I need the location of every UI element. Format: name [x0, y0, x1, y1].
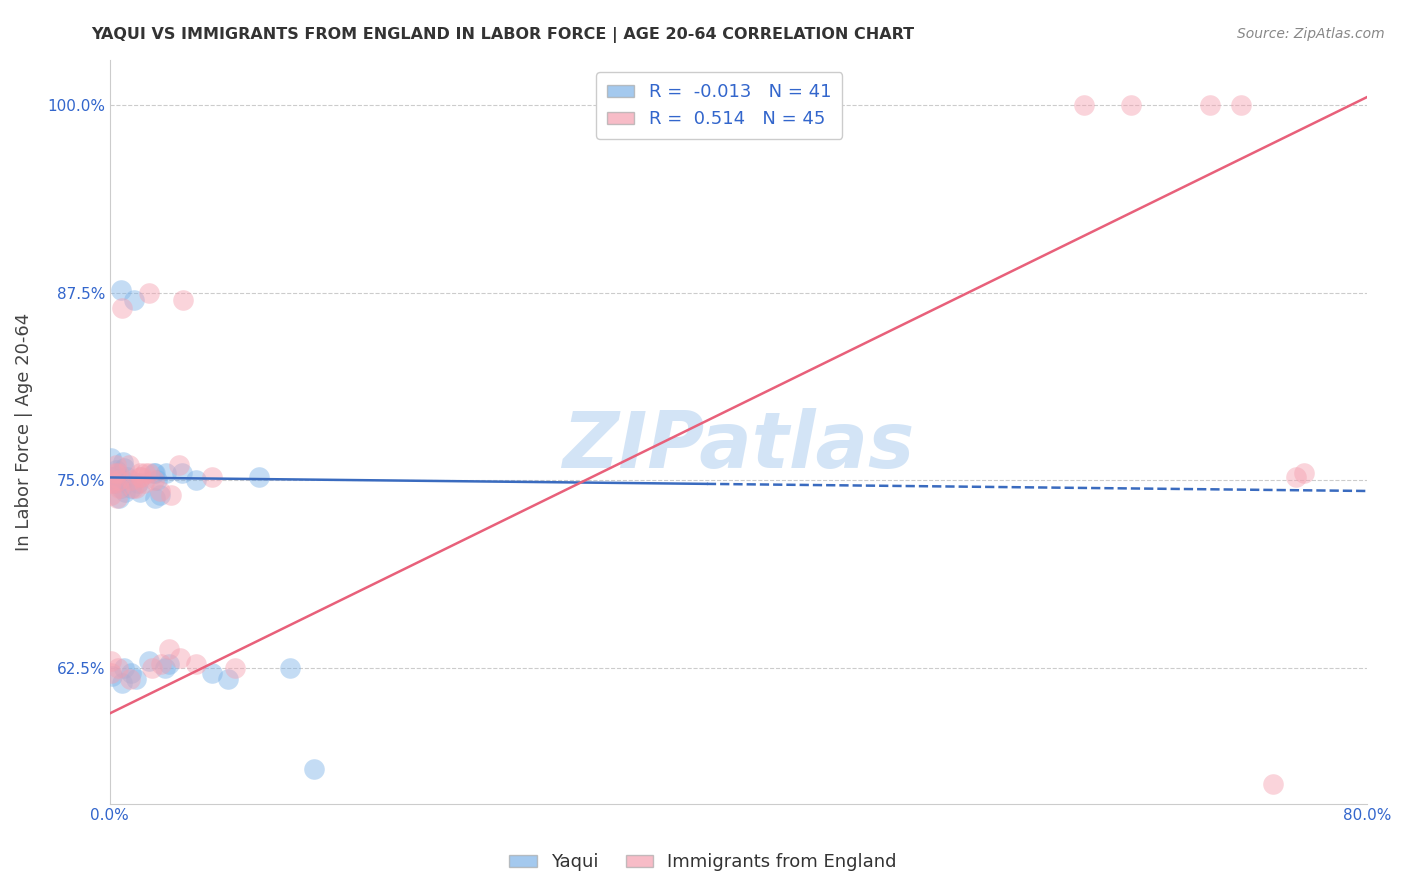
Point — [247, 470, 270, 484]
Point — [138, 466, 160, 480]
Point — [143, 466, 166, 480]
Point — [159, 641, 181, 656]
Point — [129, 470, 152, 484]
Point — [115, 470, 138, 484]
Point — [142, 466, 165, 480]
Point — [122, 481, 145, 495]
Point — [146, 474, 169, 488]
Point — [159, 488, 181, 502]
Point — [114, 485, 136, 500]
Point — [201, 470, 224, 484]
Point — [138, 654, 160, 668]
Point — [100, 474, 122, 488]
Point — [105, 491, 128, 506]
Point — [105, 469, 128, 483]
Point — [111, 676, 134, 690]
Point — [100, 470, 122, 484]
Point — [112, 661, 135, 675]
Point — [100, 665, 122, 680]
Point — [1292, 466, 1315, 480]
Point — [1198, 97, 1220, 112]
Text: ZIPatlas: ZIPatlas — [562, 409, 914, 484]
Point — [172, 293, 194, 307]
Point — [170, 466, 193, 480]
Point — [104, 466, 127, 480]
Point — [141, 661, 163, 675]
Text: Source: ZipAtlas.com: Source: ZipAtlas.com — [1237, 27, 1385, 41]
Point — [143, 491, 166, 506]
Point — [122, 293, 145, 307]
Point — [302, 762, 325, 776]
Point — [118, 672, 141, 686]
Point — [169, 650, 191, 665]
Point — [107, 466, 129, 480]
Point — [125, 481, 148, 495]
Legend: Yaqui, Immigrants from England: Yaqui, Immigrants from England — [502, 847, 904, 879]
Point — [127, 476, 149, 491]
Point — [100, 450, 122, 465]
Point — [1261, 777, 1284, 791]
Point — [129, 470, 152, 484]
Point — [112, 461, 135, 475]
Point — [186, 657, 208, 671]
Point — [142, 474, 165, 488]
Text: YAQUI VS IMMIGRANTS FROM ENGLAND IN LABOR FORCE | AGE 20-64 CORRELATION CHART: YAQUI VS IMMIGRANTS FROM ENGLAND IN LABO… — [91, 27, 914, 43]
Point — [118, 458, 141, 473]
Point — [217, 672, 239, 686]
Point — [111, 301, 134, 315]
Point — [167, 458, 190, 473]
Point — [101, 669, 124, 683]
Point — [149, 657, 172, 671]
Point — [104, 458, 127, 473]
Point — [125, 672, 148, 686]
Point — [1119, 97, 1142, 112]
Point — [107, 491, 129, 506]
Point — [111, 474, 134, 488]
Point — [149, 488, 172, 502]
Point — [120, 665, 142, 680]
Point — [104, 463, 127, 477]
Point — [110, 481, 132, 495]
Point — [280, 661, 302, 675]
Point — [107, 661, 129, 675]
Point — [108, 481, 131, 495]
Point — [100, 474, 122, 488]
Point — [104, 476, 127, 491]
Point — [103, 476, 125, 491]
Point — [201, 665, 224, 680]
Point — [224, 661, 246, 675]
Point — [100, 488, 122, 502]
Point — [153, 661, 176, 675]
Point — [108, 474, 131, 488]
Point — [1230, 97, 1253, 112]
Point — [100, 654, 122, 668]
Point — [149, 483, 172, 498]
Point — [138, 285, 160, 300]
Point — [100, 476, 122, 491]
Point — [1073, 97, 1095, 112]
Point — [111, 455, 134, 469]
Point — [159, 657, 181, 671]
Y-axis label: In Labor Force | Age 20-64: In Labor Force | Age 20-64 — [15, 312, 32, 550]
Point — [104, 476, 127, 491]
Point — [110, 283, 132, 297]
Legend: R =  -0.013   N = 41, R =  0.514   N = 45: R = -0.013 N = 41, R = 0.514 N = 45 — [596, 72, 842, 139]
Point — [1285, 470, 1308, 484]
Point — [100, 474, 122, 488]
Point — [186, 474, 208, 488]
Point — [129, 466, 152, 480]
Point — [129, 485, 152, 500]
Point — [155, 466, 177, 480]
Point — [134, 476, 156, 491]
Point — [120, 474, 142, 488]
Point — [134, 466, 156, 480]
Point — [120, 481, 142, 495]
